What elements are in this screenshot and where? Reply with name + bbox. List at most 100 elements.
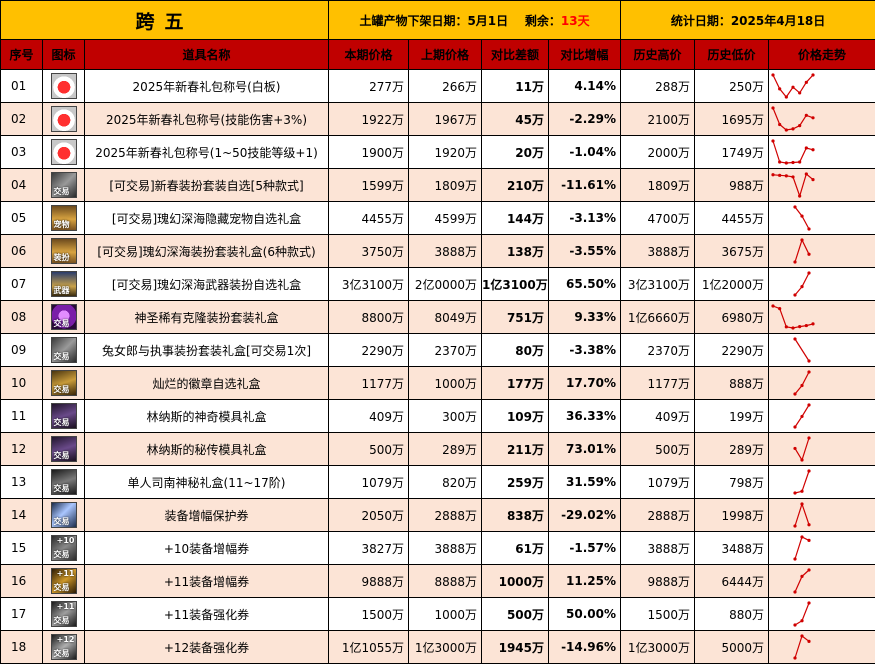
table-row: 09 交易 兔女郎与执事装扮套装礼盒[可交易1次] 2290万 2370万 80万 -3.3…: [0, 333, 875, 367]
history-high: 2888万: [620, 498, 696, 532]
table-row: 05 宠物 [可交易]瑰幻深海隐藏宠物自选礼盒 4455万 4599万 144万 -3.13…: [0, 201, 875, 235]
history-high: 4700万: [620, 201, 696, 235]
removal-label: 土罐产物下架日期：: [359, 13, 468, 28]
stat-label: 统计日期：: [670, 13, 731, 28]
price-change-pct: 65.50%: [547, 267, 622, 301]
trend-line: [794, 502, 810, 527]
server-name: 跨五: [0, 0, 329, 40]
history-high: 3亿3100万: [620, 267, 696, 301]
trend-point: [807, 271, 811, 275]
price-diff: 1945万: [481, 630, 549, 664]
table-row: 04 交易 [可交易]新春装扮套装自选[5种款式] 1599万 1809万 210万 -11…: [0, 168, 875, 202]
price-trend-sparkline: [771, 73, 815, 99]
trend-point: [800, 489, 804, 493]
item-name: 2025年新春礼包称号(白板): [84, 69, 329, 103]
price-diff: 211万: [481, 432, 549, 466]
trend-cell: [768, 135, 875, 169]
trend-line: [794, 371, 810, 395]
price-trend-sparkline: [793, 601, 811, 627]
previous-price: 4599万: [408, 201, 482, 235]
trend-cell: [768, 564, 875, 598]
history-high: 1500万: [620, 597, 696, 631]
previous-price: 8888万: [408, 564, 482, 598]
trend-point: [800, 458, 804, 462]
trend-point: [800, 238, 804, 242]
item-icon-cell: +10 交易: [42, 531, 85, 565]
trend-point: [791, 326, 795, 330]
trend-cell: [768, 267, 875, 301]
item-name: 林纳斯的神奇模具礼盒: [84, 399, 329, 433]
item-icon-cell: 宠物: [42, 201, 85, 235]
icon-tag: 交易: [53, 583, 70, 592]
trend-point: [807, 370, 811, 374]
col-current-price: 本期价格: [328, 39, 409, 70]
table-row: 06 装扮 [可交易]瑰幻深海装扮套装礼盒(6种款式) 3750万 3888万 138万 -…: [0, 234, 875, 268]
reinforce-11-icon: +11 交易: [50, 601, 77, 627]
trend-point: [807, 568, 811, 572]
price-change-pct: -3.13%: [547, 201, 622, 235]
current-price: 409万: [328, 399, 409, 433]
current-price: 3亿3100万: [328, 267, 409, 301]
history-low: 1695万: [694, 102, 770, 136]
history-low: 5000万: [694, 630, 770, 664]
price-diff: 1000万: [481, 564, 549, 598]
history-low: 3675万: [694, 234, 770, 268]
trend-line: [772, 140, 814, 164]
spring-gift-pack-icon: [50, 106, 77, 132]
price-trend-sparkline: [771, 139, 815, 165]
trend-point: [800, 383, 804, 388]
trend-point: [798, 324, 802, 329]
item-icon-cell: 交易: [42, 333, 85, 367]
current-price: 3750万: [328, 234, 409, 268]
row-index: 02: [0, 102, 43, 136]
price-diff: 11万: [481, 69, 549, 103]
trend-line: [794, 635, 810, 659]
row-index: 06: [0, 234, 43, 268]
col-icon: 图标: [42, 39, 85, 70]
price-diff: 45万: [481, 102, 549, 136]
trend-cell: [768, 498, 875, 532]
col-index: 序号: [0, 39, 43, 70]
table-row: 10 交易 灿烂的徽章自选礼盒 1177万 1000万 177万 17.70% 1177万 88…: [0, 366, 875, 400]
removal-date: 5月1日: [467, 13, 509, 28]
trend-cell: [768, 102, 875, 136]
trend-point: [798, 124, 802, 128]
item-name: 林纳斯的秘传模具礼盒: [84, 432, 329, 466]
price-change-pct: -11.61%: [547, 168, 622, 202]
history-low: 250万: [694, 69, 770, 103]
previous-price: 8049万: [408, 300, 482, 334]
previous-price: 1000万: [408, 366, 482, 400]
icon-tag: 交易: [53, 352, 70, 361]
price-diff: 138万: [481, 234, 549, 268]
price-trend-sparkline: [793, 403, 811, 429]
col-trend: 价格走势: [768, 39, 875, 70]
row-index: 09: [0, 333, 43, 367]
clone-costume-icon: 交易: [50, 304, 77, 330]
row-index: 12: [0, 432, 43, 466]
icon-badge: +11: [56, 602, 75, 611]
trend-point: [811, 322, 815, 326]
previous-price: 2888万: [408, 498, 482, 532]
history-low: 289万: [694, 432, 770, 466]
price-diff: 177万: [481, 366, 549, 400]
mold-box-icon: 交易: [50, 403, 77, 429]
item-name: +10装备增幅券: [84, 531, 329, 565]
trend-point: [771, 106, 775, 110]
price-trend-sparkline: [771, 106, 815, 132]
item-icon-cell: [42, 102, 85, 136]
removal-info: 土罐产物下架日期：5月1日 剩余：13天: [327, 0, 622, 40]
trend-cell: [768, 168, 875, 202]
row-index: 11: [0, 399, 43, 433]
trend-cell: [768, 333, 875, 367]
trend-point: [791, 160, 795, 165]
item-icon-cell: 交易: [42, 465, 85, 499]
trend-cell: [768, 432, 875, 466]
item-icon-cell: [42, 69, 85, 103]
trend-line: [794, 238, 810, 263]
history-low: 1749万: [694, 135, 770, 169]
icon-badge: +11: [56, 569, 75, 578]
icon-tag: 交易: [53, 418, 70, 427]
previous-price: 300万: [408, 399, 482, 433]
spring-gift-pack-icon: [50, 73, 77, 99]
trend-point: [784, 161, 788, 165]
